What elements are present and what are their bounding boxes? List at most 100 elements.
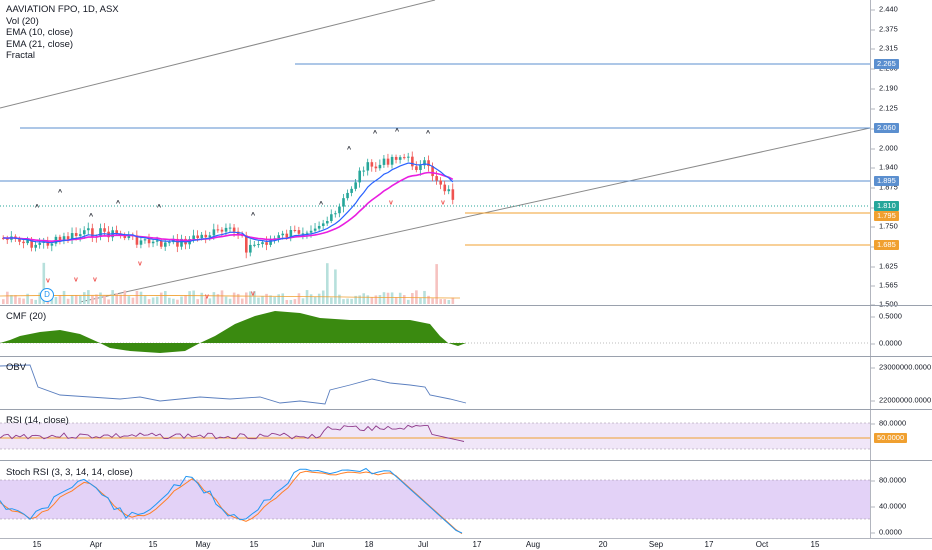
candle-body <box>196 235 199 238</box>
pane-divider[interactable] <box>0 409 932 410</box>
volume-bar <box>200 292 204 304</box>
volume-bar <box>208 298 212 304</box>
candle-body <box>382 158 386 165</box>
volume-bar <box>95 294 98 304</box>
fractal-up-marker: ^ <box>34 204 40 212</box>
candle-body <box>50 243 54 246</box>
indicator-ema21[interactable]: EMA (21, close) <box>6 38 74 50</box>
candle-body <box>366 162 370 171</box>
indicator-ema10[interactable]: EMA (10, close) <box>6 27 74 38</box>
candle-body <box>30 239 33 248</box>
price-tick: 2.000 <box>871 143 898 153</box>
fractal-up-marker: ^ <box>425 130 431 138</box>
price-level-tag: 1.685 <box>874 240 899 250</box>
volume-bar <box>366 295 370 304</box>
price-tick: 1.500 <box>871 299 898 309</box>
obv-pane[interactable]: OBV <box>0 357 870 409</box>
candle-body <box>74 233 78 236</box>
fractal-down-marker: v <box>138 260 142 268</box>
pane-divider[interactable] <box>0 356 932 357</box>
volume-bar <box>54 296 58 304</box>
candle-body <box>164 242 167 247</box>
time-axis[interactable]: 15 Apr 15 May 15 Jun 18 Jul 17 Aug 20 Sep 17 Oct 15 <box>0 538 932 550</box>
price-tick: 1.750 <box>871 221 898 231</box>
volume-bar <box>155 296 159 304</box>
candle-body <box>78 234 82 236</box>
volume-bar <box>87 290 90 304</box>
fractal-down-marker: v <box>205 293 209 301</box>
candle-body <box>338 206 341 214</box>
candle-body <box>358 170 361 183</box>
candle-body <box>289 230 293 238</box>
candle-body <box>362 170 366 172</box>
volume-bar <box>127 296 131 304</box>
volume-bar <box>176 299 179 304</box>
candle-body <box>305 232 309 234</box>
rsi-line <box>0 424 465 442</box>
candle-body <box>66 236 70 240</box>
cmf-axis[interactable]: 0.5000 0.0000 <box>870 306 932 356</box>
volume-bar <box>14 295 17 304</box>
indicator-vol[interactable]: Vol (20) <box>6 15 39 27</box>
time-label: 17 <box>704 540 714 549</box>
time-label: May <box>195 540 211 549</box>
volume-bar <box>386 292 390 304</box>
volume-bar <box>289 299 293 304</box>
candle-body <box>91 228 94 237</box>
cmf-pane[interactable]: CMF (20) <box>0 306 870 356</box>
candle-body <box>334 213 337 215</box>
time-label: Jun <box>311 540 325 549</box>
pane-divider[interactable] <box>0 305 932 306</box>
cmf-legend[interactable]: CMF (20) <box>6 311 47 322</box>
volume-bar <box>285 299 289 304</box>
volume-bar <box>30 298 33 304</box>
volume-bar <box>224 296 228 304</box>
cmf-tick: 0.0000 <box>871 338 902 348</box>
time-label: Aug <box>525 540 541 549</box>
price-tick: 1.565 <box>871 280 898 290</box>
candle-body <box>321 223 325 226</box>
time-label: 18 <box>364 540 374 549</box>
volume-bar <box>330 297 333 304</box>
price-tick: 2.125 <box>871 103 898 113</box>
candle-body <box>374 166 378 169</box>
volume-bar <box>38 292 42 304</box>
stoch-rsi-legend[interactable]: Stoch RSI (3, 3, 14, 14, close) <box>6 467 133 478</box>
volume-bar <box>34 299 37 304</box>
pane-divider[interactable] <box>0 460 932 461</box>
candle-body <box>257 244 260 246</box>
obv-axis[interactable]: 23000000.0000 22000000.0000 <box>870 357 932 409</box>
rsi-axis[interactable]: 80.0000 50.0000 <box>870 410 932 460</box>
candle-body <box>281 233 285 236</box>
candle-body <box>204 234 208 238</box>
price-tick: 1.875 <box>871 182 898 192</box>
dividend-badge[interactable]: D <box>40 288 54 302</box>
volume-bar <box>265 293 268 304</box>
price-plot[interactable] <box>0 0 870 305</box>
ema10-line <box>3 162 454 244</box>
fractal-up-marker: ^ <box>372 130 378 138</box>
candle-body <box>115 230 118 234</box>
volume-bar <box>309 294 313 304</box>
stoch-d-line <box>0 470 463 535</box>
candle-body <box>427 160 430 167</box>
volume-bar <box>232 292 236 304</box>
candle-body <box>151 241 155 244</box>
price-pane[interactable]: AAVIATION FPO, 1D, ASX Vol (20) EMA (10,… <box>0 0 870 305</box>
candle-body <box>58 236 62 240</box>
price-axis[interactable]: 2.4402.3752.3152.2502.1902.1252.0602.000… <box>870 0 932 309</box>
volume-bar <box>164 290 167 304</box>
symbol-title[interactable]: AAVIATION FPO, 1D, ASX <box>6 4 119 15</box>
obv-legend[interactable]: OBV <box>6 362 27 373</box>
stoch-rsi-pane[interactable]: Stoch RSI (3, 3, 14, 14, close) <box>0 461 870 538</box>
rsi-legend[interactable]: RSI (14, close) <box>6 415 69 426</box>
volume-bar <box>123 290 127 304</box>
rsi-pane[interactable]: RSI (14, close) <box>0 410 870 460</box>
candle-body <box>435 176 438 181</box>
candle-body <box>200 234 204 238</box>
candle-body <box>168 242 171 244</box>
indicator-fractal[interactable]: Fractal <box>6 50 36 61</box>
candle-body <box>216 229 220 231</box>
stoch-axis[interactable]: 80.0000 40.0000 0.0000 <box>870 461 932 538</box>
